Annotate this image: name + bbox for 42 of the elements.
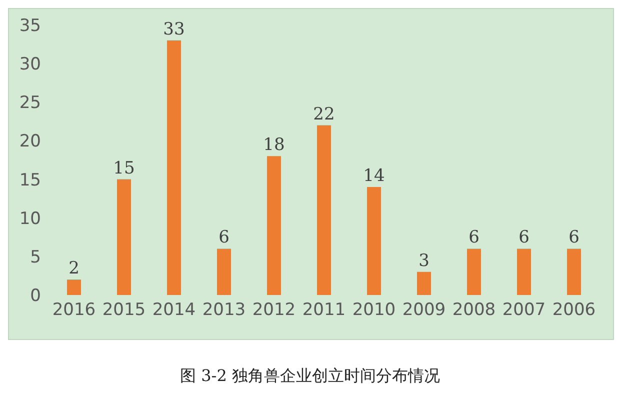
data-label: 6 xyxy=(518,228,530,248)
x-tick-label: 2008 xyxy=(452,300,496,320)
bar xyxy=(217,248,231,295)
y-tick-label: 20 xyxy=(19,132,41,152)
bar xyxy=(567,248,581,295)
bar xyxy=(167,40,181,295)
x-tick-label: 2010 xyxy=(352,300,396,320)
x-tick-label: 2007 xyxy=(502,300,546,320)
data-label: 6 xyxy=(568,228,580,248)
y-tick-label: 35 xyxy=(19,16,41,36)
data-label: 18 xyxy=(263,135,285,156)
bar xyxy=(267,156,281,295)
x-tick-label: 2013 xyxy=(202,300,246,320)
data-label: 14 xyxy=(363,166,385,186)
data-label: 6 xyxy=(468,228,480,248)
text: 图 3-2 独角兽企业创立时间分布情况 xyxy=(179,366,441,387)
bar xyxy=(467,248,481,295)
x-tick-label: 2006 xyxy=(552,300,596,320)
bar xyxy=(417,272,431,295)
x-tick-label: 2009 xyxy=(402,300,446,320)
bar xyxy=(367,187,381,295)
x-tick-label: 2012 xyxy=(252,300,296,320)
y-tick-label: 30 xyxy=(19,54,41,75)
data-label: 33 xyxy=(163,19,185,40)
data-label: 15 xyxy=(113,158,135,178)
x-tick-label: 2011 xyxy=(302,300,346,320)
data-label: 3 xyxy=(418,250,430,271)
bar xyxy=(67,280,81,295)
y-tick-label: 10 xyxy=(19,208,41,229)
bar xyxy=(117,179,131,295)
x-tick-label: 2016 xyxy=(52,300,96,320)
y-tick-label: 15 xyxy=(19,170,41,190)
y-tick-label: 0 xyxy=(30,286,41,306)
data-label: 22 xyxy=(313,104,335,124)
data-label: 2 xyxy=(68,258,80,279)
x-tick-label: 2015 xyxy=(102,300,146,320)
x-tick-label: 2014 xyxy=(152,300,196,320)
bar xyxy=(517,248,531,295)
y-tick-label: 5 xyxy=(30,247,41,268)
bar xyxy=(317,125,331,295)
data-label: 6 xyxy=(218,228,230,248)
y-tick-label: 25 xyxy=(19,93,41,114)
